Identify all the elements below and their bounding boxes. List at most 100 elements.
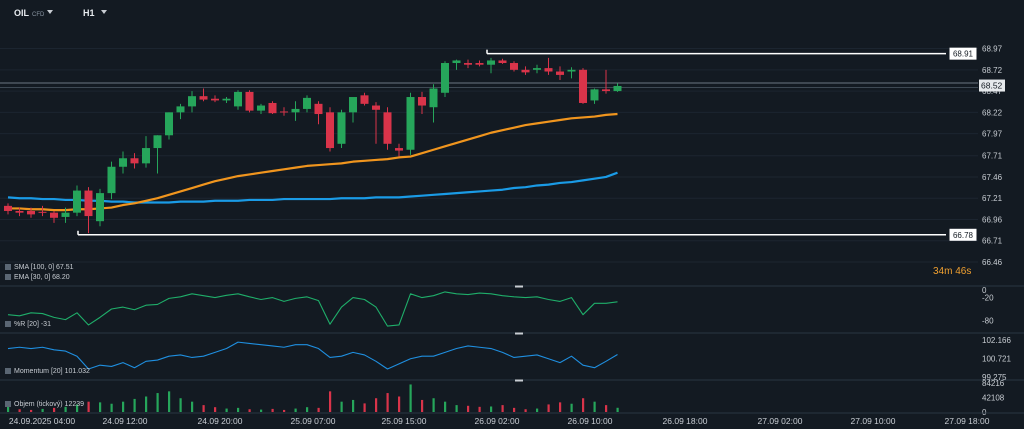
- momentum-line: [7, 341, 618, 370]
- volume-tick-label: 84216: [982, 379, 1005, 388]
- volume-bar: [340, 401, 343, 412]
- candle-body: [556, 71, 564, 75]
- symbol-selector[interactable]: OIL CFD: [14, 8, 44, 18]
- candle-body: [165, 112, 173, 136]
- momentum-legend[interactable]: Momentum [20] 101.032: [5, 368, 90, 375]
- volume-bar: [225, 408, 228, 412]
- candle-body: [395, 148, 403, 151]
- countdown-s: s: [966, 266, 972, 277]
- volume-bar: [283, 409, 286, 412]
- symbol-dropdown-icon[interactable]: [47, 10, 53, 14]
- y-tick-label: 68.47: [982, 87, 1003, 96]
- volume-bar: [386, 393, 389, 412]
- volume-bar: [99, 402, 102, 412]
- candle-body: [314, 103, 323, 115]
- candle-body: [153, 135, 162, 149]
- ema-legend[interactable]: EMA [30, 0] 68.20: [5, 274, 70, 281]
- volume-bar: [179, 398, 182, 412]
- volume-bar: [478, 406, 481, 412]
- candle-body: [441, 63, 449, 93]
- volume-bar: [122, 401, 125, 412]
- candle-body: [107, 166, 116, 194]
- momentum-settings-icon[interactable]: [5, 368, 11, 374]
- volume-bar: [156, 393, 159, 412]
- volume-bar: [237, 407, 240, 412]
- volume-bar: [513, 407, 516, 412]
- wr-legend-text: %R [20] -31: [14, 321, 51, 328]
- candle-body: [291, 108, 300, 113]
- volume-legend[interactable]: Objem (tickový) 12239: [5, 401, 84, 408]
- candle-body: [602, 89, 610, 92]
- candle-body: [268, 102, 277, 114]
- candle-body: [199, 96, 208, 100]
- candle-body: [142, 148, 150, 164]
- y-tick-label: 66.96: [982, 215, 1003, 224]
- volume-settings-icon[interactable]: [5, 401, 11, 407]
- x-tick-label: 25.09 15:00: [382, 416, 427, 426]
- current-price-box: [979, 79, 1005, 92]
- candle-body: [73, 190, 81, 213]
- pane-resize-handle: [515, 285, 523, 288]
- volume-bar: [490, 406, 493, 412]
- candle-body: [590, 89, 599, 101]
- y-tick-label: 66.46: [982, 258, 1003, 267]
- volume-bar: [214, 407, 217, 412]
- candle-body: [349, 97, 357, 113]
- candle-body: [498, 60, 507, 64]
- volume-bar: [524, 409, 527, 412]
- momentum-tick-label: 102.166: [982, 336, 1011, 345]
- candle-body: [188, 96, 196, 107]
- wr-tick-label: -80: [982, 316, 994, 325]
- volume-bar: [593, 401, 596, 412]
- volume-bar: [18, 409, 21, 412]
- y-tick-label: 67.21: [982, 194, 1003, 203]
- sma-settings-icon[interactable]: [5, 264, 11, 270]
- volume-bar: [271, 408, 274, 412]
- volume-bar: [467, 405, 470, 412]
- timeframe-dropdown-icon[interactable]: [101, 10, 107, 14]
- candle-body: [222, 98, 231, 101]
- candle-body: [303, 97, 311, 109]
- candle-body: [176, 106, 185, 113]
- wr-line: [7, 291, 618, 327]
- momentum-legend-text: Momentum [20] 101.032: [14, 368, 90, 375]
- sma-legend[interactable]: SMA [100, 0] 67.51: [5, 264, 74, 271]
- wr-legend[interactable]: %R [20] -31: [5, 321, 51, 328]
- candle-body: [418, 97, 426, 106]
- countdown-m: m: [944, 266, 953, 277]
- timeframe-selector[interactable]: H1: [83, 8, 95, 18]
- volume-bar: [191, 401, 194, 412]
- x-tick-label: 27.09 10:00: [851, 416, 896, 426]
- candle-body: [50, 212, 58, 218]
- y-tick-label: 68.72: [982, 66, 1003, 75]
- candle-body: [521, 69, 530, 73]
- candle-body: [234, 91, 242, 107]
- candle-body: [429, 88, 438, 108]
- volume-bar: [398, 396, 401, 412]
- horizontal-line-label: 68.91: [953, 50, 974, 59]
- candle-body: [119, 158, 127, 167]
- candle-body: [27, 210, 35, 215]
- volume-bar: [329, 391, 332, 412]
- volume-bar: [547, 404, 550, 412]
- wr-settings-icon[interactable]: [5, 321, 11, 327]
- momentum-tick-label: 100.721: [982, 354, 1011, 363]
- volume-bar: [7, 405, 10, 412]
- volume-bar: [409, 384, 412, 412]
- x-tick-label: 25.09 07:00: [291, 416, 336, 426]
- ema-settings-icon[interactable]: [5, 274, 11, 280]
- candle-body: [38, 211, 47, 213]
- x-tick-label: 26.09 10:00: [568, 416, 613, 426]
- volume-bar: [306, 407, 309, 412]
- y-tick-label: 67.71: [982, 152, 1003, 161]
- countdown-minutes: 34: [933, 266, 945, 277]
- y-tick-label: 67.46: [982, 173, 1003, 182]
- y-tick-label: 67.97: [982, 130, 1003, 139]
- horizontal-line-label: 66.78: [953, 231, 974, 240]
- volume-bar: [605, 405, 608, 412]
- horizontal-line-label-box: [949, 47, 977, 60]
- ema-legend-text: EMA [30, 0] 68.20: [14, 274, 70, 281]
- x-tick-label: 27.09 18:00: [945, 416, 990, 426]
- volume-bar: [421, 399, 424, 412]
